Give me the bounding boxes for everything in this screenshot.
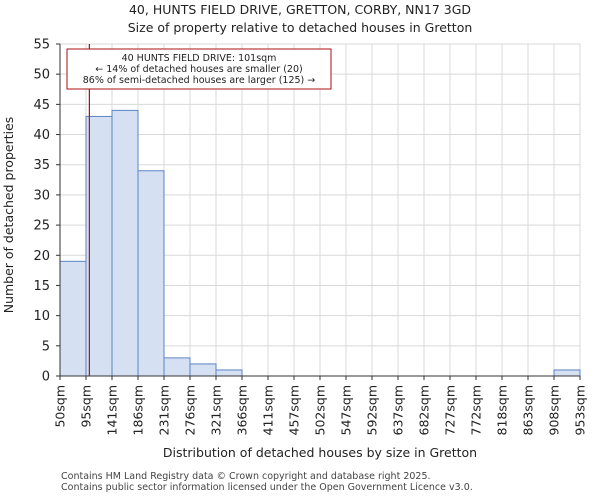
x-tick-label-772sqm: 772sqm <box>469 385 484 435</box>
x-tick-label-682sqm: 682sqm <box>417 385 432 435</box>
x-tick-label-321sqm: 321sqm <box>209 385 224 435</box>
x-tick-label-95sqm: 95sqm <box>79 385 94 428</box>
x-tick-label-231sqm: 231sqm <box>157 385 172 435</box>
annotation-line-1: 40 HUNTS FIELD DRIVE: 101sqm <box>122 53 277 64</box>
x-tick-label-818sqm: 818sqm <box>495 385 510 435</box>
chart-title-address: 40, HUNTS FIELD DRIVE, GRETTON, CORBY, N… <box>128 2 472 17</box>
x-tick-label-366sqm: 366sqm <box>235 385 250 435</box>
bar-141sqm <box>111 109 139 377</box>
y-tick-label: 0 <box>42 370 50 385</box>
y-tick-label: 10 <box>33 309 50 324</box>
property-marker: 40 HUNTS FIELD DRIVE: 101sqm← 14% of det… <box>66 44 332 376</box>
y-tick-label: 20 <box>33 249 50 264</box>
histogram-chart: 0 5 10 15 20 25 30 35 40 45 50 55 50sqm 95sqm 141sqm 1… <box>1 38 588 461</box>
bar-321sqm <box>215 369 243 377</box>
bar-276sqm <box>189 363 217 377</box>
bars <box>59 109 581 377</box>
footer-line-1: Contains HM Land Registry data © Crown c… <box>61 471 431 482</box>
x-tick-label-50sqm: 50sqm <box>53 385 68 428</box>
x-tick-label-863sqm: 863sqm <box>521 385 536 435</box>
chart-title-subtitle: Size of property relative to detached ho… <box>127 20 473 35</box>
x-tick-label-141sqm: 141sqm <box>105 385 120 435</box>
x-tick-label-908sqm: 908sqm <box>547 385 562 435</box>
bar-186sqm <box>137 170 165 377</box>
x-tick-label-547sqm: 547sqm <box>339 385 354 435</box>
bar-50sqm <box>59 260 87 377</box>
bar-908sqm <box>553 369 581 377</box>
x-tick-labels: 50sqm 95sqm 141sqm 186sqm 231sqm 276sqm 321sqm… <box>53 376 588 435</box>
footer-attribution: Contains HM Land Registry data © Crown c… <box>61 471 473 493</box>
y-tick-label: 55 <box>33 38 50 53</box>
y-tick-label: 40 <box>33 128 50 143</box>
chart-title-block: 40, HUNTS FIELD DRIVE, GRETTON, CORBY, N… <box>0 1 600 37</box>
x-tick-label-411sqm: 411sqm <box>261 385 276 435</box>
y-axis-label: Number of detached properties <box>1 117 16 314</box>
x-tick-label-592sqm: 592sqm <box>365 385 380 435</box>
x-tick-label-953sqm: 953sqm <box>573 385 588 435</box>
y-tick-label: 25 <box>33 219 50 234</box>
x-tick-label-276sqm: 276sqm <box>183 385 198 435</box>
bar-231sqm <box>163 357 191 377</box>
y-tick-label: 35 <box>33 158 50 173</box>
y-tick-label: 5 <box>42 339 50 354</box>
x-tick-label-637sqm: 637sqm <box>391 385 406 435</box>
x-axis-label: Distribution of detached houses by size … <box>163 445 477 460</box>
annotation-line-2: ← 14% of detached houses are smaller (20… <box>95 64 302 75</box>
x-tick-label-727sqm: 727sqm <box>443 385 458 435</box>
x-tick-label-457sqm: 457sqm <box>287 385 302 435</box>
y-tick-label: 30 <box>33 188 50 203</box>
x-tick-label-502sqm: 502sqm <box>313 385 328 435</box>
y-tick-labels: 0 5 10 15 20 25 30 35 40 45 50 55 <box>33 38 60 385</box>
annotation-box <box>66 48 332 90</box>
y-tick-label: 15 <box>33 279 50 294</box>
annotation-line-3: 86% of semi-detached houses are larger (… <box>83 75 316 86</box>
y-tick-label: 50 <box>33 68 50 83</box>
y-tick-label: 45 <box>33 98 50 113</box>
footer-line-2: Contains public sector information licen… <box>61 482 473 493</box>
x-tick-label-186sqm: 186sqm <box>131 385 146 435</box>
